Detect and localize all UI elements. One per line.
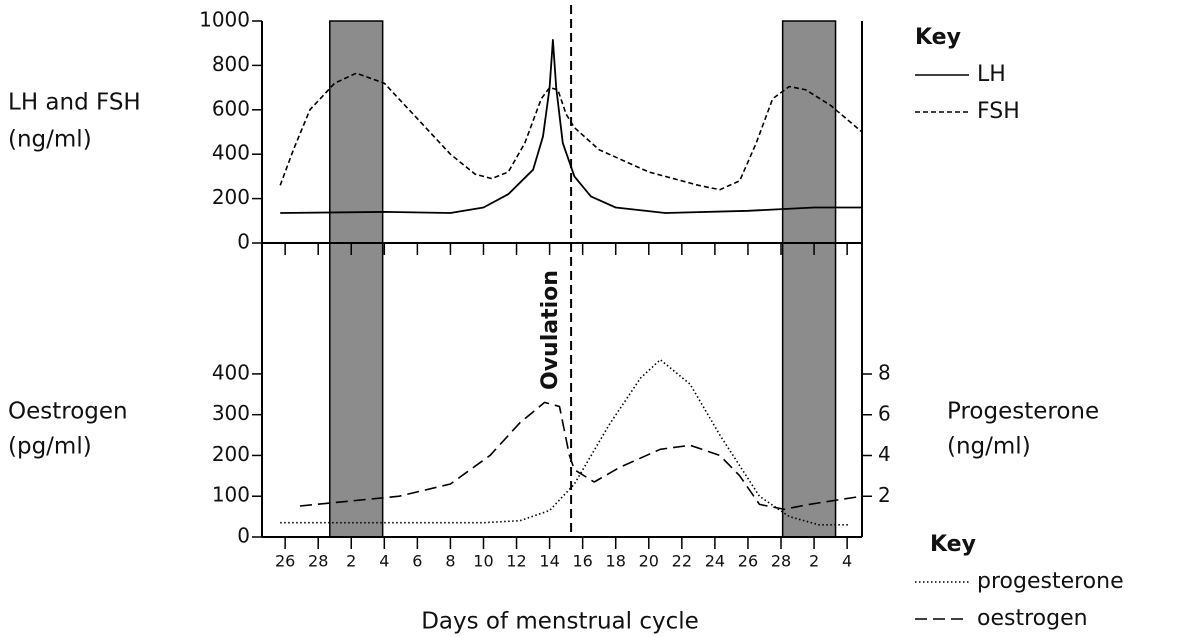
y-tick-label: 300 (212, 401, 250, 425)
menstruation-band (329, 20, 384, 538)
y2-axis-label: (ng/ml) (947, 434, 1031, 460)
series-line (280, 39, 862, 214)
series-line (280, 358, 849, 526)
series-line (279, 72, 863, 191)
y-tick-label: 200 (212, 185, 250, 209)
x-tick-label: 20 (639, 552, 659, 571)
series-line (299, 401, 863, 511)
y-tick-label: 200 (212, 442, 250, 466)
y-tick-label: 100 (212, 483, 250, 507)
legend-label: FSH (977, 99, 1020, 124)
y-tick-label: 600 (212, 96, 250, 120)
y2-tick-label: 6 (878, 401, 891, 425)
y-tick-label: 800 (212, 52, 250, 76)
legend-label: progesterone (977, 569, 1124, 594)
y-axis-label: Oestrogen (8, 399, 128, 425)
x-tick-label: 2 (346, 552, 356, 571)
y-axis-label: (pg/ml) (8, 434, 92, 460)
x-tick-label: 24 (705, 552, 725, 571)
y2-tick-label: 8 (878, 361, 891, 385)
y-tick-label: 400 (212, 141, 250, 165)
y2-axis-label: Progesterone (947, 399, 1099, 425)
x-axis-label: Days of menstrual cycle (421, 609, 699, 635)
legend-title: Key (915, 25, 961, 50)
y-tick-label: 0 (237, 524, 250, 548)
x-tick-label: 18 (606, 552, 626, 571)
y-tick-label: 1000 (199, 8, 250, 32)
legend-label: LH (977, 62, 1006, 87)
x-tick-label: 4 (842, 552, 852, 571)
x-tick-label: 6 (412, 552, 422, 571)
x-tick-label: 8 (445, 552, 455, 571)
y2-tick-label: 4 (878, 442, 891, 466)
x-tick-label: 26 (275, 552, 295, 571)
x-tick-label: 2 (809, 552, 819, 571)
x-tick-label: 14 (539, 552, 559, 571)
legend-title: Key (930, 532, 976, 557)
x-tick-label: 22 (672, 552, 692, 571)
x-tick-label: 12 (506, 552, 526, 571)
y2-tick-label: 2 (878, 483, 891, 507)
x-tick-label: 28 (771, 552, 791, 571)
menstruation-band (781, 20, 837, 538)
legend-label: oestrogen (977, 606, 1088, 631)
x-tick-label: 26 (738, 552, 758, 571)
y-tick-label: 0 (237, 230, 250, 254)
annotation: Ovulation (538, 270, 563, 390)
y-tick-label: 400 (212, 360, 250, 384)
x-tick-label: 10 (473, 552, 493, 571)
x-tick-label: 28 (308, 552, 328, 571)
x-tick-label: 16 (572, 552, 592, 571)
y-axis-label: (ng/ml) (8, 127, 92, 153)
y-axis-label: LH and FSH (8, 90, 141, 116)
x-tick-label: 4 (379, 552, 389, 571)
